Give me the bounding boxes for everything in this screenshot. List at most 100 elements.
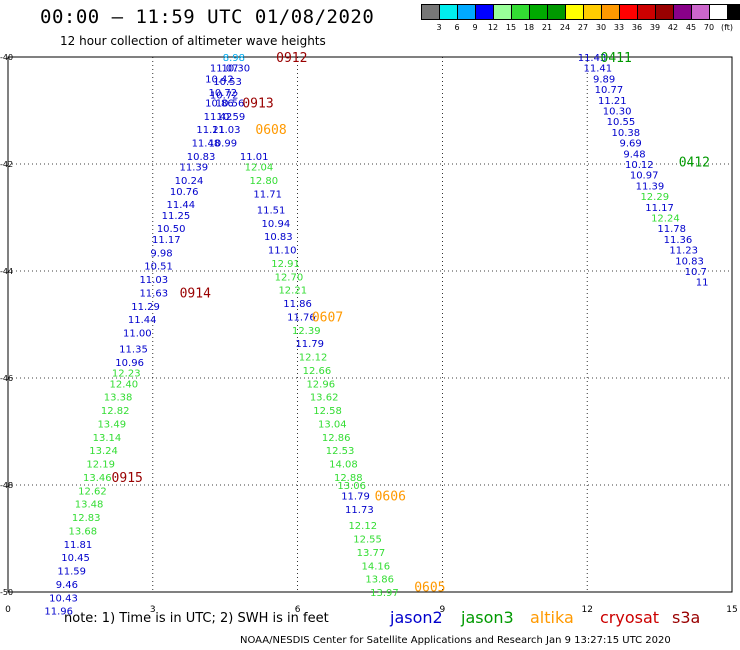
swh-value-label: 11.79 — [295, 339, 324, 350]
legend-label: 24 — [559, 23, 571, 32]
legend-swatch — [692, 5, 710, 19]
footer-credit: NOAA/NESDIS Center for Satellite Applica… — [240, 635, 671, 646]
swh-value-label: 12.82 — [101, 406, 130, 417]
legend-swatch — [728, 5, 740, 19]
swh-value-label: 12.04 — [245, 163, 274, 174]
swh-value-label: 13.24 — [89, 446, 118, 457]
legend-swatch — [566, 5, 584, 19]
swh-value-label: 12.66 — [303, 366, 332, 377]
note-text: note: 1) Time is in UTC; 2) SWH is in fe… — [64, 611, 329, 626]
swh-value-label: 11.17 — [645, 203, 674, 214]
swh-value-label: 10.83 — [187, 152, 216, 163]
pass-id-label: 0605 — [414, 581, 445, 596]
legend-label: 6 — [454, 23, 460, 32]
swh-value-label: 13.48 — [75, 500, 104, 511]
color-scale-legend: 3 6 9 12 15 18 21 24 27 30 33 36 39 42 45 70 (ft) — [421, 4, 740, 32]
swh-value-label: 11.59 — [57, 567, 86, 578]
swh-value-label: 11.51 — [257, 205, 286, 216]
legend-swatch — [512, 5, 530, 19]
swh-value-label: 12.80 — [249, 176, 278, 187]
swh-value-label: 12.29 — [640, 192, 669, 203]
swh-value-label: 9.46 — [56, 580, 78, 591]
swh-value-label: 10.51 — [144, 262, 173, 273]
pass-id-label: 0915 — [112, 471, 143, 486]
swh-value-label: 11.78 — [657, 224, 686, 235]
swh-value-label: 10.43 — [49, 593, 78, 604]
swh-value-label: 11.41 — [583, 64, 612, 75]
swh-value-label: 13.14 — [93, 433, 122, 444]
satellite-label-jason3: jason3 — [461, 608, 514, 627]
swh-value-label: 10.24 — [175, 176, 204, 187]
chart-title: 00:00 – 11:59 UTC 01/08/2020 — [40, 6, 375, 28]
legend-label: 21 — [541, 23, 553, 32]
swh-value-label: 10.30 — [221, 64, 250, 75]
swh-value-label: 11.35 — [119, 345, 148, 356]
legend-label: 70 — [703, 23, 715, 32]
legend-label: 36 — [631, 23, 643, 32]
swh-value-label: 12.88 — [334, 473, 363, 484]
swh-value-label: 11.23 — [669, 246, 698, 257]
plot-frame — [7, 56, 733, 593]
swh-value-label: 11.01 — [240, 152, 269, 163]
swh-value-label: 11.36 — [664, 235, 693, 246]
swh-value-label: 10.76 — [170, 187, 199, 198]
swh-value-label: 10.56 — [216, 98, 245, 109]
swh-value-label: 10.83 — [675, 256, 704, 267]
swh-value-label: 11.39 — [180, 163, 209, 174]
swh-value-label: 11.96 — [44, 607, 73, 618]
swh-value-label: 10.42 — [205, 74, 234, 85]
swh-value-label: 11.07 — [210, 64, 239, 75]
y-tick-label: -48 — [0, 481, 13, 490]
pass-id-label: 0412 — [679, 155, 710, 170]
swh-value-label: 13.06 — [337, 481, 366, 492]
swh-value-label: 11.03 — [139, 275, 168, 286]
swh-value-label: 10.53 — [213, 77, 242, 88]
swh-value-label: 14.16 — [361, 561, 390, 572]
swh-value-label: 10.7 — [685, 267, 707, 278]
swh-value-label: 11.29 — [131, 302, 160, 313]
swh-value-label: 12.12 — [348, 521, 377, 532]
swh-value-label: 12.96 — [306, 379, 335, 390]
swh-value-label: 10.94 — [262, 219, 291, 230]
swh-value-label: 12.62 — [78, 486, 107, 497]
swh-value-label: 12.91 — [271, 259, 300, 270]
swh-value-label: 10.99 — [208, 139, 237, 150]
swh-value-label: 9.48 — [623, 149, 645, 160]
pass-id-label: 0913 — [242, 96, 273, 111]
swh-value-label: 11.63 — [139, 288, 168, 299]
y-tick-label: -50 — [0, 588, 13, 597]
swh-value-label: 10.72 — [208, 88, 237, 99]
pass-id-label: 0606 — [375, 490, 406, 505]
legend-swatch — [656, 5, 674, 19]
pass-id-label: 0608 — [255, 123, 286, 138]
color-scale-swatches — [421, 4, 740, 20]
legend-swatch — [458, 5, 476, 19]
swh-value-label: 12.12 — [299, 353, 328, 364]
swh-value-label: 9.69 — [620, 139, 642, 150]
swh-value-label: 12.39 — [292, 326, 321, 337]
swh-value-label: 13.62 — [310, 393, 339, 404]
swh-value-label: 11.00 — [123, 329, 152, 340]
swh-value-label: 13.68 — [68, 526, 97, 537]
swh-value-label: 11 — [696, 278, 709, 289]
swh-value-label: 10.72 — [210, 90, 239, 101]
satellite-label-altika: altika — [530, 608, 574, 627]
swh-value-label: 12.55 — [353, 535, 382, 546]
legend-label: 12 — [487, 23, 499, 32]
legend-swatch — [548, 5, 566, 19]
legend-label: 3 — [436, 23, 442, 32]
y-tick-label: -46 — [0, 374, 13, 383]
legend-label: 15 — [505, 23, 517, 32]
swh-value-label: 11.17 — [152, 235, 181, 246]
legend-label: (ft) — [720, 23, 734, 32]
satellite-label-cryosat: cryosat — [600, 608, 660, 627]
swh-value-label: 13.04 — [318, 419, 347, 430]
legend-swatch — [620, 5, 638, 19]
swh-value-label: 10.59 — [217, 112, 246, 123]
swh-value-label: 13.49 — [97, 419, 126, 430]
swh-value-label: 13.86 — [365, 575, 394, 586]
swh-value-label: 13.38 — [104, 393, 133, 404]
chart-subtitle: 12 hour collection of altimeter wave hei… — [60, 34, 326, 48]
swh-value-label: 12.70 — [275, 272, 304, 283]
y-tick-label: -40 — [0, 53, 13, 62]
